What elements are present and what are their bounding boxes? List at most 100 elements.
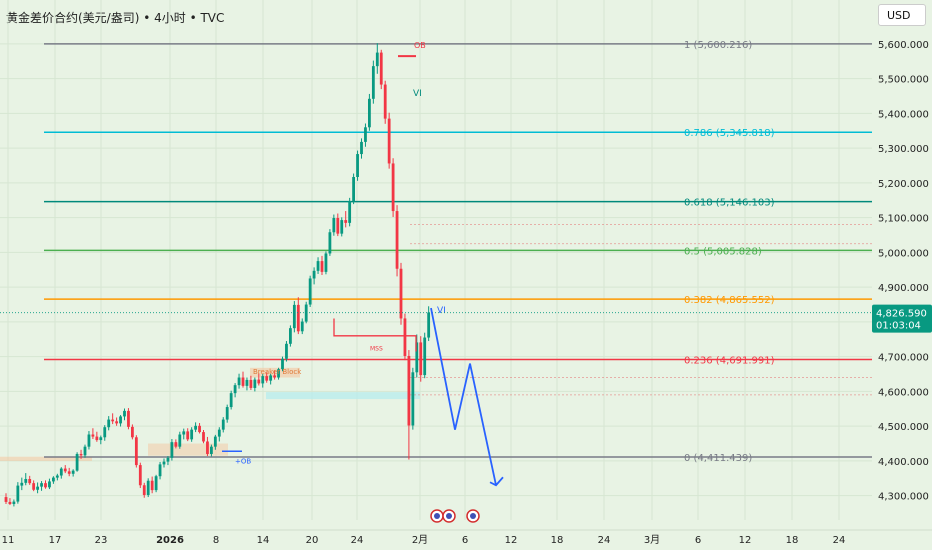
candle-body — [371, 66, 375, 99]
candle-body — [324, 253, 328, 272]
candle-body — [281, 358, 284, 370]
fib-label-0.618: 0.618 (5,146.103) — [684, 198, 775, 209]
vi-label-top: VI — [413, 89, 422, 99]
candle-body — [379, 52, 383, 85]
candle-body — [36, 486, 39, 490]
candle-body — [99, 437, 103, 441]
candle-body — [213, 436, 217, 447]
price-tick-label: 5,400.000 — [878, 109, 929, 120]
candle-body — [411, 372, 415, 426]
grid-lines — [0, 0, 872, 520]
current-price-badge — [872, 304, 932, 333]
mss-line — [333, 318, 417, 352]
candle-body — [32, 483, 36, 490]
candle-body — [229, 393, 233, 408]
time-tick-label: 24 — [833, 535, 846, 546]
candle-body — [16, 485, 20, 502]
candle-body — [194, 425, 197, 430]
candle-body — [178, 434, 182, 447]
candle-body — [107, 419, 111, 428]
price-tick-label: 5,300.000 — [878, 144, 929, 155]
candle-body — [75, 453, 79, 471]
candle-body — [83, 446, 87, 456]
time-tick-label: 12 — [739, 535, 752, 546]
candle-body — [91, 434, 95, 437]
annotations: OB VI VI MSS +OB Breaker Block — [0, 41, 872, 465]
candle-body — [352, 177, 355, 201]
economic-event-icon — [470, 513, 476, 519]
candle-body — [415, 342, 419, 373]
candle-body — [142, 485, 146, 495]
candle-body — [12, 501, 16, 505]
candle-body — [364, 127, 367, 142]
candle-body — [336, 218, 340, 234]
current-price-label: 4,826.590 — [876, 309, 927, 320]
candle-body — [52, 477, 55, 482]
candle-body — [95, 436, 99, 441]
candle-body — [8, 501, 12, 505]
candle-body — [123, 410, 126, 417]
candle-body — [316, 261, 320, 271]
candle-body — [340, 220, 344, 234]
candle-body — [210, 446, 213, 454]
time-tick-label: 17 — [49, 535, 62, 546]
candle-body — [190, 429, 194, 440]
vi-label-bottom: VI — [437, 306, 446, 316]
mss-label: MSS — [370, 345, 383, 352]
candle-body — [40, 483, 43, 487]
candle-body — [292, 304, 296, 329]
fib-label-0.236: 0.236 (4,691.991) — [684, 355, 775, 366]
time-axis: 11 17 23 2026 8 14 20 24 2月 6 12 18 24 3月 6 12 18 24 — [0, 509, 932, 546]
candle-body — [245, 379, 249, 386]
price-tick-label: 5,100.000 — [878, 214, 929, 225]
candle-body — [44, 483, 47, 488]
candle-body — [71, 470, 75, 474]
candles — [4, 43, 431, 507]
price-tick-label: 5,600.000 — [878, 40, 929, 51]
fib-label-0.382: 0.382 (4,865.552) — [684, 295, 775, 306]
fib-label-0.786: 0.786 (5,345.818) — [684, 128, 775, 139]
price-tick-label: 4,600.000 — [878, 387, 929, 398]
fib-levels: 1 (5,600.216) 0.786 (5,345.818) 0.618 (5,1… — [44, 40, 872, 464]
time-tick-label: 2026 — [156, 535, 184, 546]
candle-body — [206, 441, 209, 454]
price-tick-label: 5,000.000 — [878, 248, 929, 259]
candle-body — [427, 312, 431, 338]
candle-body — [154, 476, 158, 491]
time-tick-label: 23 — [95, 535, 108, 546]
candle-body — [265, 376, 269, 381]
supply-zone — [0, 456, 92, 461]
price-tick-label: 4,500.000 — [878, 422, 929, 433]
candle-body — [269, 375, 273, 381]
candle-body — [332, 218, 336, 233]
candle-body — [403, 318, 407, 356]
candle-body — [150, 480, 154, 491]
candle-body — [158, 464, 162, 477]
candle-body — [186, 431, 190, 440]
candle-body — [127, 410, 130, 427]
candle-body — [103, 427, 107, 438]
time-tick-label: 6 — [462, 535, 468, 546]
candle-body — [131, 426, 134, 438]
time-tick-label: 3月 — [644, 534, 660, 546]
candle-body — [24, 478, 28, 483]
candle-body — [233, 385, 237, 394]
candle-body — [261, 376, 265, 384]
candle-body — [55, 475, 59, 478]
price-axis: 4,300.000 4,400.000 4,500.000 4,600.000 4,70… — [872, 40, 932, 503]
currency-button[interactable]: USD — [878, 4, 926, 26]
candle-body — [253, 379, 257, 388]
time-tick-label: 8 — [213, 535, 219, 546]
candle-body — [249, 379, 253, 388]
projection-arrowhead — [489, 476, 504, 487]
candle-body — [308, 278, 312, 305]
candle-body — [225, 407, 229, 420]
price-tick-label: 4,300.000 — [878, 492, 929, 503]
candle-body — [198, 425, 201, 433]
time-tick-label: 20 — [306, 535, 319, 546]
candle-body — [395, 211, 399, 269]
candle-body — [174, 442, 178, 447]
candle-body — [312, 270, 316, 279]
projection — [430, 307, 504, 487]
